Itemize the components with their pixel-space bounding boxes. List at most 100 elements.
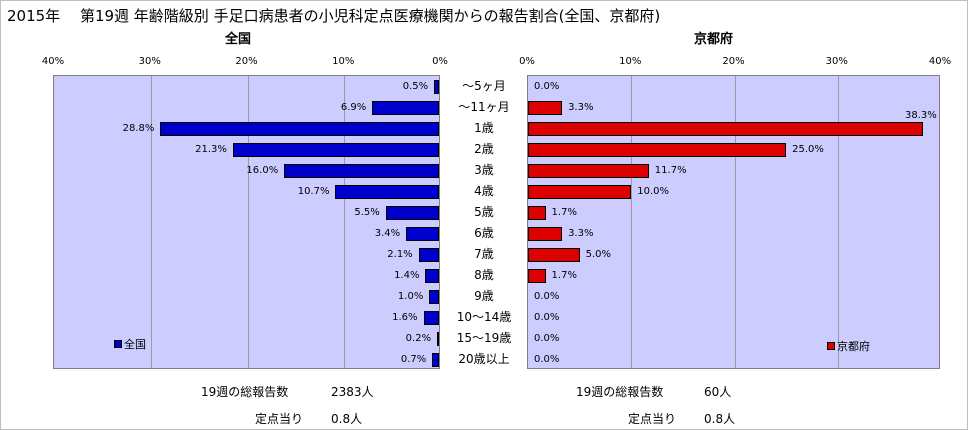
left-bar xyxy=(335,184,439,199)
left-panel-title: 全国 xyxy=(225,32,252,47)
left-bar xyxy=(406,226,439,241)
right-value-label: 1.7% xyxy=(551,269,577,281)
left-bar xyxy=(434,79,439,94)
left-value-label: 0.2% xyxy=(405,332,432,344)
right-panel-title: 京都府 xyxy=(694,32,734,47)
category-label: 4歳 xyxy=(474,183,494,198)
right-total-label: 19週の総報告数 xyxy=(576,385,664,399)
right-bar xyxy=(528,247,580,262)
right-bar xyxy=(528,268,546,283)
left-legend-swatch xyxy=(114,340,122,348)
right-value-label: 11.7% xyxy=(654,164,687,176)
right-value-label: 0.0% xyxy=(534,311,560,323)
left-value-label: 6.9% xyxy=(340,101,367,113)
left-total-value: 2383人 xyxy=(331,385,374,399)
right-plot-area: 0.0% 3.3% 38.3% 25.0% 11.7% 10.0% 1.7% 3.3% 5.0%… xyxy=(527,75,940,369)
right-value-label: 3.3% xyxy=(568,101,594,113)
left-bar xyxy=(437,331,439,346)
category-label: 9歳 xyxy=(474,288,494,303)
right-gridline xyxy=(631,76,633,368)
right-tick-label: 20% xyxy=(722,56,745,67)
left-bar xyxy=(284,163,439,178)
right-tick-label: 0% xyxy=(519,56,535,67)
right-value-label: 5.0% xyxy=(585,248,612,260)
left-gridline xyxy=(344,76,346,368)
right-bar xyxy=(528,226,563,241)
left-per-label: 定点当り xyxy=(255,412,304,426)
left-tick-label: 40% xyxy=(41,56,65,67)
right-bar xyxy=(528,163,649,178)
left-tick-label: 30% xyxy=(138,56,161,67)
right-value-label: 0.0% xyxy=(534,353,560,365)
right-value-label: 0.0% xyxy=(534,290,560,302)
left-plot-area: 0.5% 6.9% 28.8% 21.3% 16.0% 10.7% 5.5% 3.4% 2.1%… xyxy=(53,75,440,369)
right-value-label: 10.0% xyxy=(637,185,670,197)
right-tick-label: 30% xyxy=(825,56,848,67)
left-tick-label: 10% xyxy=(332,56,355,67)
right-legend: 京都府 xyxy=(827,338,870,354)
category-label: 8歳 xyxy=(474,267,494,282)
left-bar xyxy=(423,310,439,325)
left-total-label: 19週の総報告数 xyxy=(201,385,289,399)
left-value-label: 1.4% xyxy=(394,269,420,281)
left-value-label: 5.5% xyxy=(354,206,380,218)
left-value-label: 1.6% xyxy=(392,311,418,323)
category-label: 15～19歳 xyxy=(456,330,512,345)
right-per-label: 定点当り xyxy=(628,412,677,426)
left-bar xyxy=(372,100,439,115)
category-label: 6歳 xyxy=(474,225,494,240)
chart-title: 2015年 第19週 年齢階級別 手足口病患者の小児科定点医療機関からの報告割合… xyxy=(7,7,661,25)
category-label: 7歳 xyxy=(474,246,494,261)
right-value-label: 38.3% xyxy=(905,109,937,121)
right-bar xyxy=(528,100,563,115)
right-total-value: 60人 xyxy=(704,385,732,399)
right-value-label: 0.0% xyxy=(534,332,560,344)
left-tick-label: 0% xyxy=(432,56,448,67)
category-label: ～11ヶ月 xyxy=(458,99,510,114)
right-legend-swatch xyxy=(827,342,835,350)
right-value-label: 1.7% xyxy=(551,206,577,218)
left-tick-label: 20% xyxy=(235,56,258,67)
category-label: ～5ヶ月 xyxy=(462,78,506,93)
left-legend: 全国 xyxy=(114,336,146,352)
left-bar xyxy=(418,247,439,262)
category-label: 2歳 xyxy=(474,141,494,156)
right-tick-label: 40% xyxy=(928,56,952,67)
category-label: 20歳以上 xyxy=(458,351,510,366)
left-value-label: 21.3% xyxy=(195,143,227,155)
right-gridline xyxy=(734,76,736,368)
left-value-label: 10.7% xyxy=(297,185,330,197)
right-value-label: 0.0% xyxy=(534,80,560,92)
left-bar xyxy=(232,142,439,157)
left-per-value: 0.8人 xyxy=(331,412,363,426)
left-bar xyxy=(432,352,439,367)
left-bar xyxy=(160,121,439,136)
right-bar xyxy=(528,142,787,157)
right-bar xyxy=(528,184,632,199)
right-bar xyxy=(528,121,924,136)
left-value-label: 0.7% xyxy=(400,353,427,365)
left-value-label: 0.5% xyxy=(402,80,429,92)
category-label: 10～14歳 xyxy=(456,309,512,324)
right-legend-label: 京都府 xyxy=(837,340,870,353)
right-value-label: 25.0% xyxy=(792,143,824,155)
left-value-label: 3.4% xyxy=(374,227,401,239)
left-legend-label: 全国 xyxy=(124,338,146,351)
category-label: 5歳 xyxy=(474,204,494,219)
left-value-label: 2.1% xyxy=(387,248,413,260)
left-gridline xyxy=(150,76,152,368)
left-gridline xyxy=(247,76,249,368)
right-value-label: 3.3% xyxy=(568,227,594,239)
left-value-label: 1.0% xyxy=(397,290,424,302)
category-label: 3歳 xyxy=(474,162,494,177)
left-value-label: 28.8% xyxy=(122,122,155,134)
right-bar xyxy=(528,205,546,220)
right-tick-label: 10% xyxy=(619,56,642,67)
category-label: 1歳 xyxy=(474,120,494,135)
left-value-label: 16.0% xyxy=(246,164,279,176)
left-bar xyxy=(425,268,439,283)
right-gridline xyxy=(837,76,839,368)
left-bar xyxy=(429,289,439,304)
left-bar xyxy=(385,205,439,220)
